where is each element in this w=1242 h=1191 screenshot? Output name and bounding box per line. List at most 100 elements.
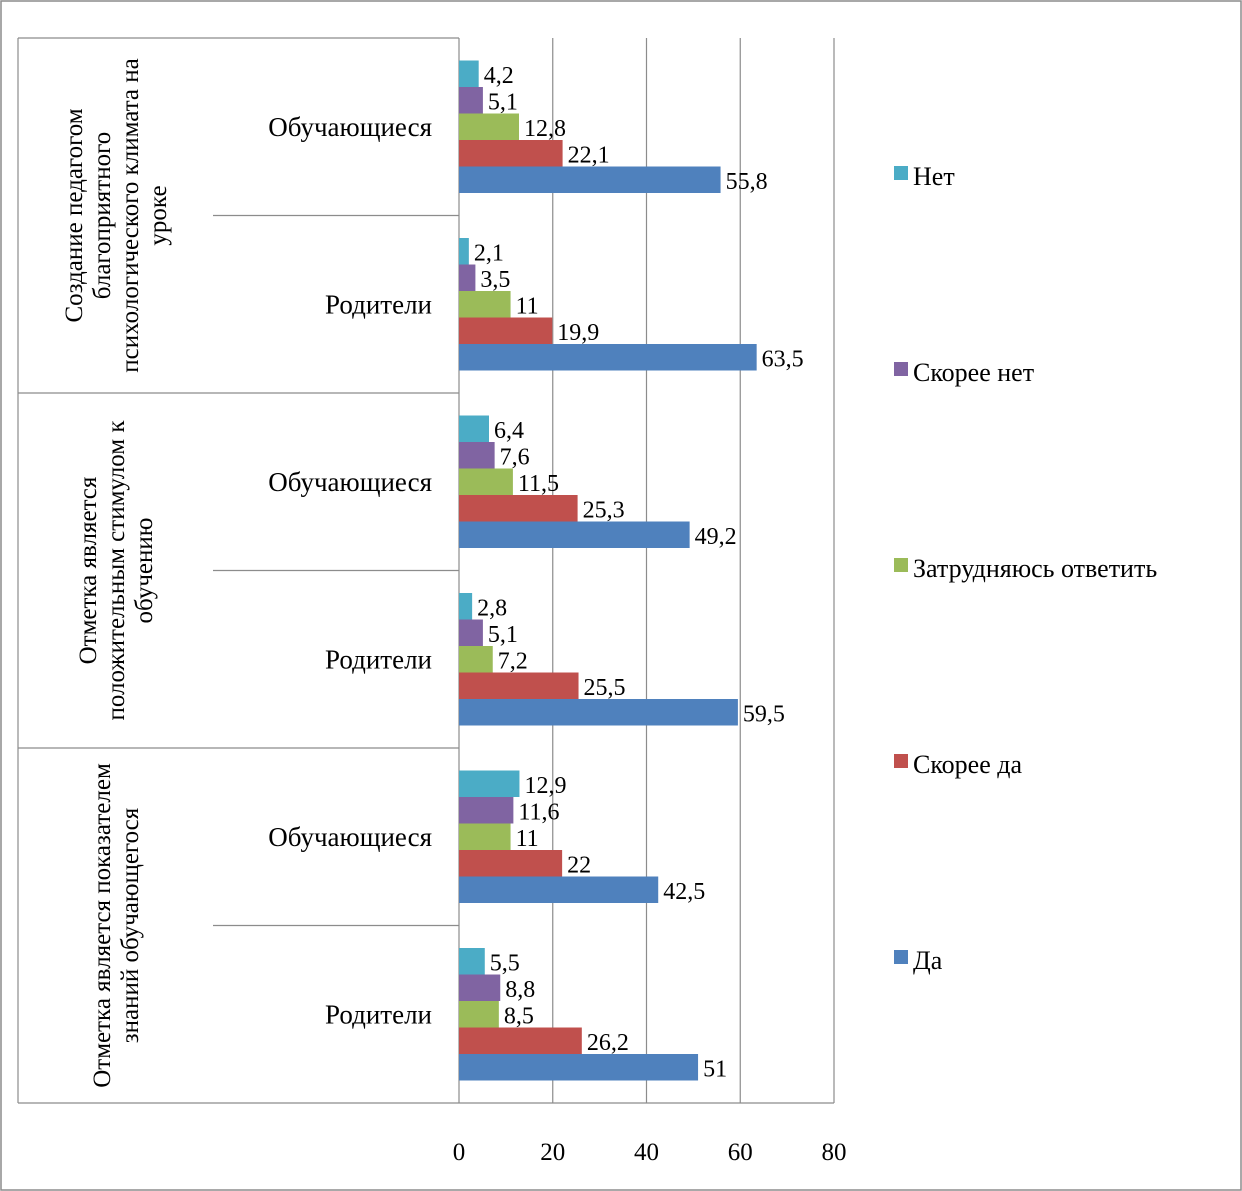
data-label: 25,3 (583, 497, 625, 523)
bar (459, 140, 563, 167)
data-label: 5,1 (488, 622, 518, 648)
category-labels: Обучающиеся Родители Обучающиеся Родители Об… (268, 112, 432, 1030)
bar (459, 672, 579, 699)
bar (459, 699, 738, 726)
data-label: 11 (516, 826, 539, 852)
legend-swatch (894, 950, 908, 964)
bar (459, 495, 578, 522)
data-label: 5,1 (488, 89, 518, 115)
group-label-line: уроке (145, 185, 172, 245)
group-label: Создание педагогомблагоприятногопсихолог… (61, 58, 172, 372)
bar (459, 1001, 499, 1028)
data-label: 2,8 (477, 595, 507, 621)
bar (459, 876, 659, 903)
data-label: 25,5 (584, 675, 626, 701)
data-label: 63,5 (762, 346, 804, 372)
group-label-line: обучению (131, 518, 158, 624)
category-label: Родители (325, 644, 432, 674)
bar (459, 344, 757, 371)
group-label-line: Отметка является показателем (89, 763, 116, 1088)
group-label-line: положительным стимулом к (103, 420, 130, 721)
bar (459, 823, 511, 850)
bar (459, 850, 563, 877)
data-label: 2,1 (474, 240, 504, 266)
category-label: Обучающиеся (268, 822, 432, 852)
data-label: 49,2 (695, 524, 737, 550)
x-tick-label: 80 (822, 1139, 847, 1166)
x-tick-label: 60 (728, 1139, 753, 1166)
bar (459, 166, 721, 193)
legend-label: Скорее да (913, 750, 1022, 779)
data-label: 8,5 (504, 1003, 534, 1029)
bar (459, 87, 483, 114)
bar (459, 60, 479, 87)
x-tick-label: 40 (634, 1139, 659, 1166)
category-label: Обучающиеся (268, 467, 432, 497)
gridlines (458, 38, 835, 1103)
group-labels: Создание педагогомблагоприятногопсихолог… (61, 58, 172, 1088)
bar (459, 521, 690, 548)
bar (459, 1054, 699, 1081)
data-label: 12,9 (524, 773, 566, 799)
bar (459, 468, 513, 495)
data-label: 4,2 (484, 63, 514, 89)
legend-label: Затрудняюсь ответить (913, 554, 1157, 583)
data-labels: 55,822,112,85,14,263,519,9113,52,149,225… (474, 63, 804, 1083)
group-label-line: благоприятного (89, 132, 116, 300)
bar (459, 291, 511, 318)
bar (459, 619, 483, 646)
group-label-line: знаний обучающегося (117, 807, 144, 1043)
x-tick-label: 0 (453, 1139, 466, 1166)
legend-swatch (894, 558, 908, 572)
group-label-line: Отметка является (75, 476, 102, 664)
bar (459, 442, 495, 469)
group-label-line: психологического климата на (117, 58, 144, 372)
bar (459, 770, 520, 797)
x-tick-label: 20 (540, 1139, 565, 1166)
data-label: 19,9 (557, 320, 599, 346)
bar (459, 948, 485, 975)
group-label: Отметка являетсяположительным стимулом к… (75, 420, 158, 721)
data-label: 22,1 (568, 142, 610, 168)
data-label: 12,8 (524, 116, 566, 142)
bar (459, 797, 514, 824)
legend-swatch (894, 362, 908, 376)
bars (459, 60, 757, 1081)
legend-label: Скорее нет (913, 358, 1034, 387)
data-label: 6,4 (494, 418, 524, 444)
data-label: 5,5 (490, 950, 520, 976)
bar (459, 415, 489, 442)
data-label: 11 (516, 293, 539, 319)
bar (459, 1027, 582, 1054)
data-label: 59,5 (743, 701, 785, 727)
x-axis-ticks: 0 20 40 60 80 (453, 1139, 847, 1166)
bar (459, 317, 553, 344)
bar (459, 593, 473, 620)
data-label: 7,2 (498, 648, 528, 674)
bar (459, 238, 469, 265)
legend-label: Нет (913, 162, 955, 191)
group-label-line: Создание педагогом (61, 108, 88, 322)
bar (459, 974, 501, 1001)
data-label: 11,5 (518, 471, 559, 497)
category-frame (17, 37, 834, 1104)
group-label: Отметка является показателемзнаний обуча… (89, 763, 144, 1088)
data-label: 7,6 (500, 444, 530, 470)
bar (459, 264, 476, 291)
legend-swatch (894, 166, 908, 180)
legend-swatch (894, 754, 908, 768)
data-label: 22 (567, 852, 591, 878)
data-label: 8,8 (505, 977, 535, 1003)
data-label: 11,6 (518, 799, 559, 825)
category-label: Обучающиеся (268, 112, 432, 142)
data-label: 26,2 (587, 1030, 629, 1056)
data-label: 55,8 (726, 169, 768, 195)
data-label: 51 (703, 1056, 727, 1082)
bar (459, 646, 493, 673)
data-label: 3,5 (480, 267, 510, 293)
category-label: Родители (325, 289, 432, 319)
data-label: 42,5 (663, 879, 705, 905)
